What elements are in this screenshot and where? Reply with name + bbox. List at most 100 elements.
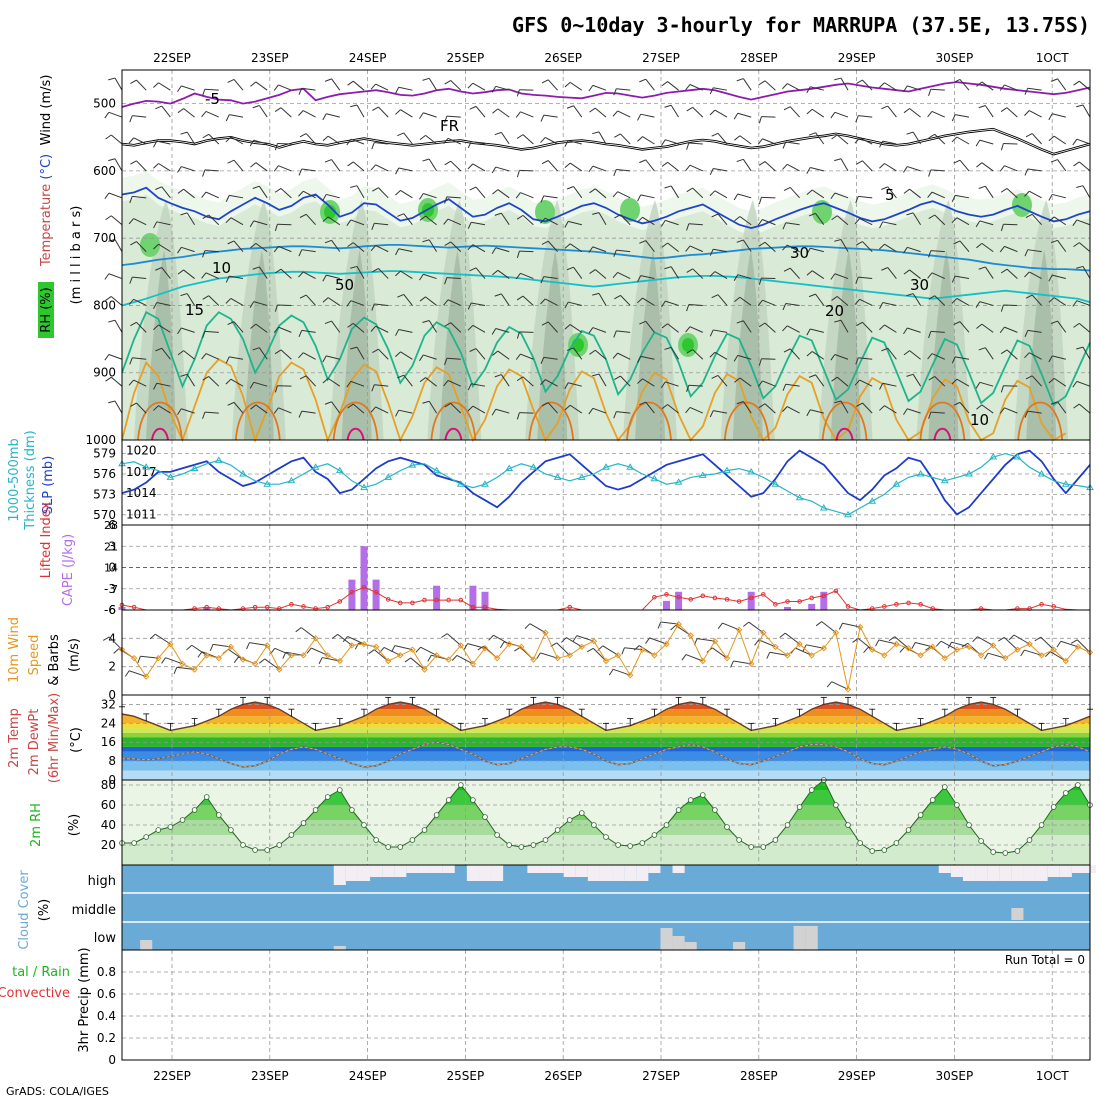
wind-speed-marker xyxy=(1062,657,1070,665)
wind-barb-feather xyxy=(516,412,520,420)
wind-barb-feather xyxy=(322,297,329,303)
wind-barb-feather xyxy=(467,302,472,310)
wind-barb-feather xyxy=(202,411,206,419)
wind-barb xyxy=(806,644,824,649)
cloud-low-block xyxy=(733,942,746,950)
wind-barb-feather xyxy=(494,293,502,297)
wind-barb xyxy=(810,167,824,172)
wind-barb xyxy=(714,351,728,360)
wind-barb-feather xyxy=(541,79,549,84)
wind-barb xyxy=(713,410,728,414)
wind-barb xyxy=(689,245,704,253)
wind-barb xyxy=(642,136,655,145)
wind-barb xyxy=(229,194,244,199)
precip-panel: 00.20.40.60.8 xyxy=(97,949,1091,1067)
wind-barb xyxy=(450,403,462,414)
wind-barb xyxy=(592,647,607,662)
wind-barb-feather xyxy=(999,165,1005,172)
wind-barb-feather xyxy=(331,633,339,639)
rh-marker xyxy=(433,812,440,818)
cloud-high-gap xyxy=(1011,865,1024,881)
wind-barb-feather xyxy=(155,105,162,110)
wind-barb-feather xyxy=(1048,355,1053,363)
wind-barb xyxy=(529,623,546,634)
wind-barb-feather xyxy=(1076,104,1084,108)
pressure-tick: 1000 xyxy=(85,433,116,447)
isotherm-35 xyxy=(346,427,365,441)
wind-barb xyxy=(545,217,558,226)
wind-barb-feather xyxy=(342,636,349,643)
wind-barb xyxy=(981,81,994,91)
wind-barb-feather xyxy=(419,354,424,362)
wind-barb xyxy=(717,375,728,387)
wind-barb xyxy=(810,328,824,333)
wind-barb-feather xyxy=(1073,80,1080,86)
wind-barb-feather xyxy=(685,164,691,171)
cloud-high-gap xyxy=(418,865,431,873)
wind-barb xyxy=(543,276,558,280)
pressure-tick: 700 xyxy=(93,231,116,245)
wind-barb xyxy=(670,266,680,279)
wind-barb-feather xyxy=(105,296,112,301)
wind-barb xyxy=(398,167,413,172)
temp2m-label-1: 2m Temp xyxy=(7,708,22,768)
rh-marker xyxy=(1063,790,1069,796)
precip-total-label: tal / Rain xyxy=(12,965,70,980)
wind-barb xyxy=(692,107,704,118)
wind-barb-feather xyxy=(782,163,788,170)
wind-barb-feather xyxy=(686,142,690,150)
wind-speed-marker xyxy=(227,643,235,651)
wind-barb-feather xyxy=(782,83,788,90)
wind-barb xyxy=(940,640,958,651)
wind-barb-feather xyxy=(613,330,617,338)
wind-speed-marker xyxy=(554,654,561,662)
cloud-high-gap xyxy=(551,865,564,873)
wind-barb-feather xyxy=(757,299,763,307)
wind-barb-feather xyxy=(499,641,505,649)
wind-barb-feather xyxy=(1076,346,1084,350)
li-marker xyxy=(410,600,415,606)
contour-label: 30 xyxy=(910,276,929,294)
wind-barb-feather xyxy=(903,166,908,173)
wind-barb-feather xyxy=(419,296,426,302)
wind-barb-feather xyxy=(347,161,354,167)
li-tick: -3 xyxy=(104,582,116,596)
wind-barb-feather xyxy=(372,348,379,354)
contour-label: FR xyxy=(440,117,459,135)
wind-speed-marker xyxy=(1014,646,1021,653)
wind-barb xyxy=(836,134,849,145)
wind-barb xyxy=(1004,407,1018,414)
thickness-label: 1000-500mb xyxy=(7,438,22,522)
wind-speed-marker xyxy=(917,652,924,659)
wind-barb xyxy=(1029,352,1042,360)
wind-barb-feather xyxy=(564,162,571,169)
wind-barb xyxy=(984,185,994,199)
wind-speed-marker xyxy=(312,635,319,642)
li-marker xyxy=(652,594,657,600)
wind-barb-feather xyxy=(831,134,838,140)
wind-barb xyxy=(230,136,244,145)
wind-barb-feather xyxy=(806,328,811,336)
wind-barb-feather xyxy=(564,140,569,147)
wind-barb-feather xyxy=(541,160,549,165)
wind-barb xyxy=(378,187,389,199)
wind-barb-feather xyxy=(108,319,116,323)
wind-barb-feather xyxy=(444,277,448,285)
wind-barb-feather xyxy=(370,406,376,413)
top-date-label: 22SEP xyxy=(153,51,191,65)
wind-barb-feather xyxy=(419,134,426,140)
wind-barb xyxy=(183,188,195,199)
top-date-label: 30SEP xyxy=(936,51,974,65)
wind-barb xyxy=(403,294,413,306)
wind-barb-feather xyxy=(1048,297,1055,303)
wind-barb-feather xyxy=(1050,320,1058,325)
wind-barb-feather xyxy=(492,350,499,356)
wind-barb-feather xyxy=(757,138,763,145)
wind-barb xyxy=(547,160,558,172)
cloud-high-gap xyxy=(599,865,613,881)
wind-barb xyxy=(981,162,994,172)
wind-barb xyxy=(787,83,800,91)
wind-barb-feather xyxy=(467,325,474,331)
wind-barb xyxy=(1082,104,1091,118)
wind-barb xyxy=(624,647,643,651)
